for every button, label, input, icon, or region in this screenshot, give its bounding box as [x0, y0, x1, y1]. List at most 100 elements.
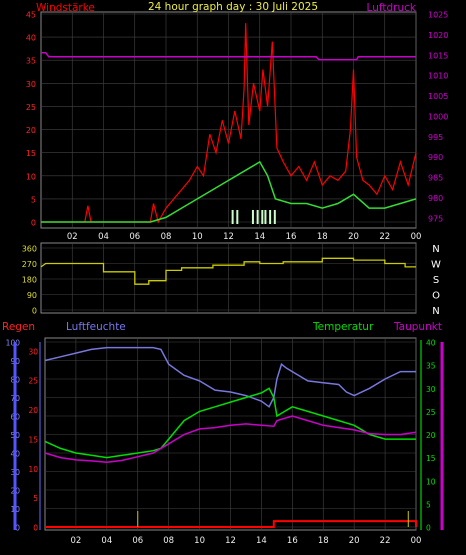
temp-x-tick-label: 22 — [380, 536, 391, 546]
wind-x-tick-label: 18 — [317, 232, 328, 242]
temp-x-ticks: 02 04 06 08 10 12 14 16 18 20 22 00 — [71, 536, 422, 546]
wind-tick-label: 35 — [26, 57, 36, 66]
wind-x-tick-label: 20 — [348, 232, 359, 242]
pressure-tick-label: 985 — [428, 174, 443, 183]
dewpoint-axis-title: Taupunkt — [393, 321, 442, 333]
humidity-tick-label: 100 — [6, 339, 21, 348]
temp-x-tick-label: 20 — [349, 536, 360, 546]
pressure-tick-label: 1020 — [428, 31, 448, 40]
pressure-line — [41, 51, 416, 61]
direction-left-ticks: 0 90 180 270 360 — [22, 245, 37, 316]
rain-tick-label: 15 — [28, 435, 38, 444]
temp-x-tick-label: 04 — [101, 536, 112, 546]
wind-x-tick-label: 04 — [98, 232, 109, 242]
pressure-tick-label: 1000 — [428, 112, 448, 121]
wind-calm-bar — [269, 210, 272, 224]
wind-calm-bar — [264, 210, 267, 224]
wind-x-tick-label: 16 — [286, 232, 297, 242]
temperature-tick-label: 15 — [426, 454, 436, 463]
wind-x-tick-label: 14 — [254, 232, 265, 242]
wind-tick-label: 30 — [26, 80, 36, 89]
temperature-tick-label: 25 — [426, 408, 436, 417]
temperature-tick-label: 30 — [426, 385, 436, 394]
direction-tick-label: 360 — [22, 245, 37, 254]
rain-marks — [137, 511, 409, 527]
chart-title: 24 hour graph day : 30 Juli 2025 — [148, 1, 318, 13]
wind-mean-line — [41, 160, 417, 223]
pressure-right-ticks: 975 980 985 990 995 1000 1005 1010 1015 1020 1025 — [428, 11, 448, 224]
temperature-tick-label: 35 — [426, 362, 436, 371]
humidity-line — [44, 346, 416, 408]
wind-axis-title: Windstärke — [36, 2, 95, 14]
direction-panel-grid — [41, 243, 417, 313]
pressure-tick-label: 1025 — [428, 11, 448, 20]
compass-letter: W — [431, 260, 441, 271]
wind-calm-bar — [236, 210, 239, 224]
direction-tick-label: 180 — [22, 276, 37, 285]
wind-tick-label: 20 — [26, 126, 36, 135]
humidity-axis-title: Luftfeuchte — [66, 321, 126, 333]
wind-tick-label: 5 — [31, 195, 36, 204]
rain-tick-label: 0 — [33, 524, 38, 533]
dewpoint-line — [44, 415, 417, 464]
wind-direction-line — [40, 257, 416, 285]
wind-x-tick-label: 06 — [129, 232, 140, 242]
wind-x-tick-label: 02 — [67, 232, 78, 242]
wind-calm-bar — [261, 210, 264, 224]
temperature-tick-label: 20 — [426, 431, 436, 440]
wind-tick-label: 10 — [26, 172, 36, 181]
pressure-tick-label: 1005 — [428, 92, 448, 101]
compass-letter: N — [432, 244, 439, 255]
pressure-tick-label: 990 — [428, 153, 443, 162]
temp-x-tick-label: 18 — [318, 536, 329, 546]
pressure-tick-label: 995 — [428, 133, 443, 142]
compass-letter: N — [432, 306, 439, 317]
temperature-tick-label: 40 — [426, 339, 436, 348]
temp-x-tick-label: 02 — [71, 536, 82, 546]
wind-x-ticks: 02 04 06 08 10 12 14 16 18 20 22 00 — [67, 232, 422, 242]
temperature-tick-label: 0 — [426, 524, 431, 533]
rain-tick-label: 25 — [28, 377, 38, 386]
rain-axis-title: Regen — [2, 321, 35, 333]
temp-x-tick-label: 16 — [287, 536, 298, 546]
wind-left-ticks: 0 5 10 15 20 25 30 35 40 45 — [26, 11, 36, 228]
pressure-axis-title: Luftdruck — [367, 2, 417, 14]
temp-x-tick-label: 08 — [163, 536, 174, 546]
temperature-axis-title: Temperatur — [312, 321, 374, 333]
pressure-tick-label: 980 — [428, 194, 443, 203]
panel-humidity-temp: 0102030405060708090100 0 5 10 15 20 25 30 0 5 10… — [2, 321, 444, 546]
wind-x-tick-label: 08 — [161, 232, 172, 242]
wind-tick-label: 15 — [26, 149, 36, 158]
wind-tick-label: 40 — [26, 34, 36, 43]
pressure-tick-label: 1010 — [428, 72, 448, 81]
wind-calm-bar — [231, 210, 234, 224]
wind-x-tick-label: 22 — [379, 232, 390, 242]
wind-x-tick-label: 00 — [411, 232, 422, 242]
temperature-tick-label: 5 — [426, 500, 431, 509]
rain-tick-label: 20 — [28, 406, 38, 415]
temperature-line — [44, 387, 416, 459]
rain-tick-label: 5 — [33, 494, 38, 503]
rain-tick-label: 30 — [28, 347, 38, 356]
temperature-ticks: 0 5 10 15 20 25 30 35 40 — [426, 339, 436, 533]
wind-x-tick-label: 12 — [223, 232, 234, 242]
pressure-tick-label: 975 — [428, 214, 443, 223]
wind-calm-bar — [256, 210, 259, 224]
rain-tick-label: 10 — [28, 465, 38, 474]
wind-x-tick-label: 10 — [192, 232, 203, 242]
temp-x-tick-label: 06 — [132, 536, 143, 546]
direction-tick-label: 0 — [32, 307, 37, 316]
wind-tick-label: 45 — [26, 11, 36, 20]
direction-tick-label: 270 — [22, 260, 37, 269]
temp-x-tick-label: 10 — [194, 536, 205, 546]
wind-calm-bar — [273, 210, 276, 224]
humidity-ticks: 0102030405060708090100 — [6, 339, 21, 533]
temperature-tick-label: 10 — [426, 477, 436, 486]
rain-line — [45, 520, 417, 528]
temp-x-tick-label: 00 — [411, 536, 422, 546]
wind-tick-label: 0 — [31, 219, 36, 228]
